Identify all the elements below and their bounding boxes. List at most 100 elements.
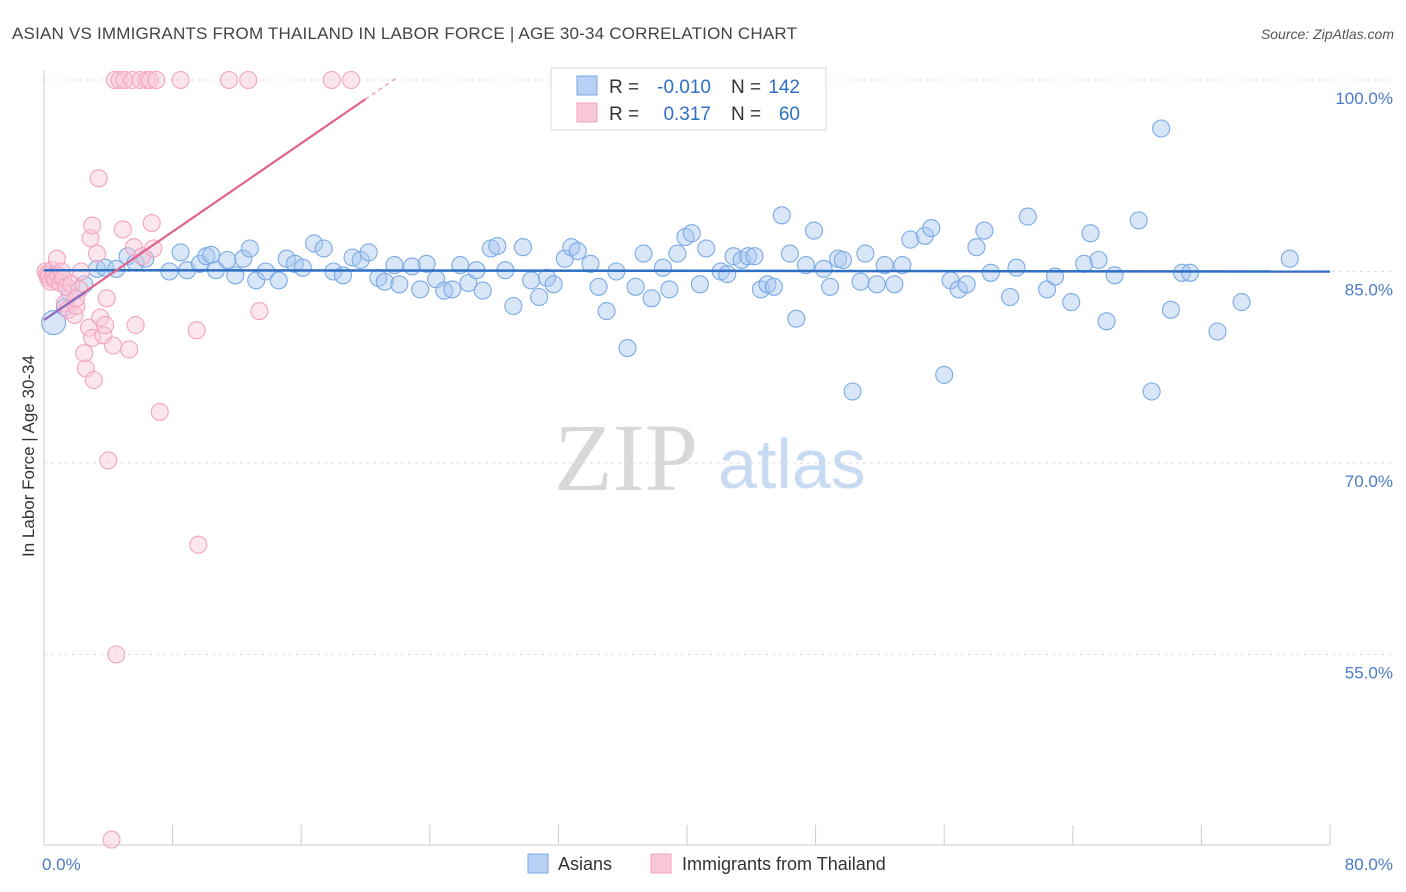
data-point-asians	[202, 245, 221, 264]
x-tick-label: 0.0%	[42, 855, 81, 874]
data-point-asians	[1018, 207, 1037, 226]
data-point-asians	[1062, 293, 1081, 312]
data-point-asians	[682, 224, 701, 243]
data-point-thailand	[187, 321, 206, 340]
data-point-thailand	[147, 70, 166, 90]
data-point-asians	[843, 382, 862, 401]
data-point-asians	[764, 277, 783, 296]
data-point-asians	[1007, 258, 1026, 277]
bottom-legend-label-asians: Asians	[558, 854, 612, 874]
data-point-thailand	[189, 535, 208, 554]
data-point-asians	[390, 275, 409, 294]
data-point-asians	[1089, 250, 1108, 270]
data-point-asians	[1152, 119, 1171, 138]
data-point-asians	[975, 221, 994, 240]
data-point-thailand	[142, 213, 161, 233]
data-point-thailand	[102, 830, 121, 849]
data-point-asians	[804, 221, 824, 240]
legend-n-value-asians: 142	[768, 77, 800, 98]
data-point-thailand	[96, 316, 115, 335]
data-point-asians	[581, 254, 600, 273]
data-point-asians	[814, 259, 833, 278]
data-point-asians	[240, 239, 259, 258]
data-point-thailand	[141, 70, 160, 90]
data-point-asians	[473, 281, 492, 300]
legend-n-label-thailand: N =	[731, 104, 761, 125]
data-point-asians	[922, 219, 941, 238]
trend-line-overlap	[43, 291, 87, 321]
data-point-asians	[1097, 312, 1116, 331]
data-point-thailand	[83, 216, 102, 235]
data-point-asians	[1232, 293, 1251, 312]
data-point-asians	[718, 265, 737, 284]
data-point-asians	[538, 268, 557, 287]
legend-r-value-asians: -0.010	[657, 77, 711, 98]
x-tick-label: 80.0%	[1345, 855, 1393, 874]
bottom-legend-label-thailand: Immigrants from Thailand	[682, 854, 886, 874]
data-point-asians	[690, 275, 709, 294]
watermark-atlas: atlas	[718, 425, 866, 503]
data-point-asians	[568, 242, 587, 261]
legend-swatch-asians	[576, 75, 598, 96]
data-point-asians	[375, 272, 394, 291]
data-point-asians	[1129, 211, 1148, 230]
data-point-thailand	[239, 70, 258, 90]
data-point-asians	[856, 244, 875, 263]
data-point-asians	[935, 365, 954, 384]
data-point-asians	[314, 239, 333, 258]
data-point-asians	[1142, 382, 1161, 401]
data-point-thailand	[107, 645, 126, 664]
data-point-asians	[796, 256, 816, 275]
data-point-asians	[745, 247, 764, 266]
data-point-asians	[739, 247, 758, 266]
data-point-thailand	[219, 70, 238, 90]
data-point-asians	[443, 280, 462, 299]
data-point-asians	[504, 296, 523, 316]
data-point-thailand	[250, 302, 269, 321]
legend-r-value-thailand: 0.317	[663, 104, 711, 125]
data-point-asians	[1081, 224, 1100, 243]
axes	[43, 70, 1331, 846]
legend-r-label-thailand: R =	[609, 104, 639, 125]
chart-source: Source: ZipAtlas.com	[1261, 26, 1394, 42]
data-point-asians	[218, 250, 237, 270]
data-point-thailand	[150, 402, 169, 421]
series-thailand-points	[36, 70, 361, 849]
data-point-asians	[359, 243, 378, 262]
data-point-thailand	[83, 328, 102, 347]
data-point-asians	[653, 258, 672, 277]
data-point-thailand	[104, 336, 123, 355]
data-point-thailand	[341, 70, 361, 90]
data-point-asians	[821, 277, 840, 296]
trend-lines	[43, 76, 1331, 321]
trend-line-thailand-extension	[365, 76, 399, 100]
y-tick-label: 85.0%	[1345, 281, 1393, 300]
y-tick-label: 55.0%	[1345, 664, 1393, 683]
data-point-asians	[293, 258, 312, 277]
data-point-asians	[668, 244, 687, 263]
data-point-asians	[875, 256, 894, 275]
y-axis-label: In Labor Force | Age 30-34	[19, 355, 38, 557]
data-point-asians	[589, 277, 608, 296]
data-point-asians	[780, 244, 799, 263]
data-point-asians	[833, 250, 852, 270]
x-tick-labels: 0.0% 80.0%	[42, 855, 1393, 874]
data-point-asians	[1001, 287, 1020, 307]
bottom-legend-swatch-asians	[527, 853, 549, 874]
data-point-asians	[957, 275, 976, 294]
gridlines	[44, 79, 1394, 655]
data-point-asians	[787, 309, 806, 328]
data-point-asians	[967, 238, 986, 257]
trend-line-asians	[43, 268, 1331, 273]
data-point-asians	[660, 280, 679, 299]
data-point-thailand	[131, 70, 150, 90]
y-tick-labels: 100.0% 85.0% 70.0% 55.0%	[1335, 89, 1393, 683]
data-point-asians	[1105, 266, 1124, 285]
data-point-asians	[772, 206, 791, 225]
bottom-legend-swatch-thailand	[650, 853, 672, 874]
data-point-thailand	[113, 220, 132, 239]
data-point-asians	[597, 302, 616, 321]
chart-title: ASIAN VS IMMIGRANTS FROM THAILAND IN LAB…	[12, 24, 797, 43]
data-point-thailand	[84, 370, 103, 390]
